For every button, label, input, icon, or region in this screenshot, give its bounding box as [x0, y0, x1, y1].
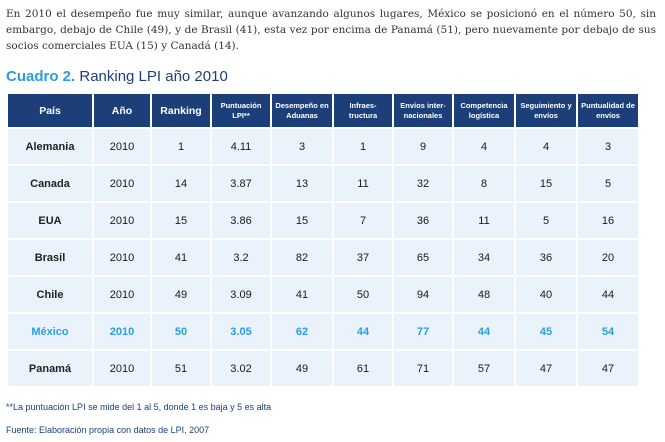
cell-year: 2010	[94, 314, 150, 349]
cell-year: 2010	[94, 166, 150, 201]
cell-international-shipments: 71	[394, 351, 452, 386]
table-row: Chile 2010 49 3.09 41 50 94 48 40 44	[8, 277, 638, 312]
cell-customs: 13	[272, 166, 332, 201]
cell-logistics-competence: 4	[454, 129, 514, 164]
cell-tracking: 15	[516, 166, 576, 201]
cell-timeliness: 16	[578, 203, 638, 238]
cell-year: 2010	[94, 351, 150, 386]
cell-lpi-score: 4.11	[212, 129, 270, 164]
cell-international-shipments: 9	[394, 129, 452, 164]
cell-country: México	[8, 314, 92, 349]
cell-ranking: 15	[152, 203, 210, 238]
table-row: EUA 2010 15 3.86 15 7 36 11 5 16	[8, 203, 638, 238]
table-source: Fuente: Elaboración propia con datos de …	[6, 425, 210, 435]
cell-country: EUA	[8, 203, 92, 238]
header-desempeno-aduanas: Desempeño en Aduanas	[272, 94, 332, 127]
cell-international-shipments: 32	[394, 166, 452, 201]
cell-lpi-score: 3.09	[212, 277, 270, 312]
cell-logistics-competence: 8	[454, 166, 514, 201]
cell-infrastructure: 11	[334, 166, 392, 201]
table-body: Alemania 2010 1 4.11 3 1 9 4 4 3 Canada …	[8, 129, 638, 386]
table-row: Canada 2010 14 3.87 13 11 32 8 15 5	[8, 166, 638, 201]
cell-country: Alemania	[8, 129, 92, 164]
cell-infrastructure: 61	[334, 351, 392, 386]
table-row: Brasil 2010 41 3.2 82 37 65 34 36 20	[8, 240, 638, 275]
cell-customs: 49	[272, 351, 332, 386]
table-row: Panamá 2010 51 3.02 49 61 71 57 47 47	[8, 351, 638, 386]
cell-ranking: 50	[152, 314, 210, 349]
cell-lpi-score: 3.05	[212, 314, 270, 349]
cell-customs: 3	[272, 129, 332, 164]
cell-logistics-competence: 57	[454, 351, 514, 386]
cell-infrastructure: 37	[334, 240, 392, 275]
cell-country: Panamá	[8, 351, 92, 386]
cell-timeliness: 54	[578, 314, 638, 349]
cell-country: Chile	[8, 277, 92, 312]
cell-year: 2010	[94, 240, 150, 275]
cell-infrastructure: 1	[334, 129, 392, 164]
header-ano: Año	[94, 94, 150, 127]
cell-international-shipments: 94	[394, 277, 452, 312]
intro-paragraph: En 2010 el desempeño fue muy similar, au…	[6, 8, 656, 52]
cell-ranking: 14	[152, 166, 210, 201]
cell-international-shipments: 65	[394, 240, 452, 275]
table-caption: Cuadro 2. Ranking LPI año 2010	[6, 68, 228, 85]
cell-lpi-score: 3.2	[212, 240, 270, 275]
header-seguimiento-envios: Seguimiento y envíos	[516, 94, 576, 127]
header-pais: País	[8, 94, 92, 127]
cell-tracking: 45	[516, 314, 576, 349]
table-footnote: **La puntuación LPI se mide del 1 al 5, …	[6, 402, 272, 412]
cell-ranking: 49	[152, 277, 210, 312]
cell-tracking: 40	[516, 277, 576, 312]
cell-customs: 62	[272, 314, 332, 349]
header-puntuacion-lpi: Puntuación LPI**	[212, 94, 270, 127]
cell-tracking: 36	[516, 240, 576, 275]
cell-country: Brasil	[8, 240, 92, 275]
cell-timeliness: 20	[578, 240, 638, 275]
cell-logistics-competence: 11	[454, 203, 514, 238]
cell-customs: 82	[272, 240, 332, 275]
cell-logistics-competence: 34	[454, 240, 514, 275]
header-ranking: Ranking	[152, 94, 210, 127]
cell-lpi-score: 3.02	[212, 351, 270, 386]
cell-customs: 41	[272, 277, 332, 312]
cell-tracking: 47	[516, 351, 576, 386]
cell-timeliness: 44	[578, 277, 638, 312]
cell-year: 2010	[94, 277, 150, 312]
cell-ranking: 1	[152, 129, 210, 164]
cell-timeliness: 3	[578, 129, 638, 164]
lpi-ranking-table: País Año Ranking Puntuación LPI** Desemp…	[6, 92, 640, 388]
table-header-row: País Año Ranking Puntuación LPI** Desemp…	[8, 94, 638, 127]
cell-logistics-competence: 44	[454, 314, 514, 349]
cell-tracking: 5	[516, 203, 576, 238]
cell-country: Canada	[8, 166, 92, 201]
cell-timeliness: 47	[578, 351, 638, 386]
cell-lpi-score: 3.86	[212, 203, 270, 238]
cell-lpi-score: 3.87	[212, 166, 270, 201]
cell-ranking: 51	[152, 351, 210, 386]
cell-infrastructure: 50	[334, 277, 392, 312]
cell-year: 2010	[94, 129, 150, 164]
table-row-highlighted: México 2010 50 3.05 62 44 77 44 45 54	[8, 314, 638, 349]
cell-customs: 15	[272, 203, 332, 238]
caption-title: Ranking LPI año 2010	[75, 68, 228, 85]
cell-infrastructure: 7	[334, 203, 392, 238]
cell-tracking: 4	[516, 129, 576, 164]
cell-logistics-competence: 48	[454, 277, 514, 312]
table-row: Alemania 2010 1 4.11 3 1 9 4 4 3	[8, 129, 638, 164]
cell-international-shipments: 36	[394, 203, 452, 238]
cell-year: 2010	[94, 203, 150, 238]
cell-infrastructure: 44	[334, 314, 392, 349]
caption-label: Cuadro 2.	[6, 68, 76, 85]
header-competencia-logistica: Competencia logística	[454, 94, 514, 127]
cell-ranking: 41	[152, 240, 210, 275]
cell-international-shipments: 77	[394, 314, 452, 349]
header-envios-internacionales: Envíos inter-nacionales	[394, 94, 452, 127]
cell-timeliness: 5	[578, 166, 638, 201]
header-puntualidad-envios: Puntualidad de envíos	[578, 94, 638, 127]
header-infraestructura: Infraes-tructura	[334, 94, 392, 127]
